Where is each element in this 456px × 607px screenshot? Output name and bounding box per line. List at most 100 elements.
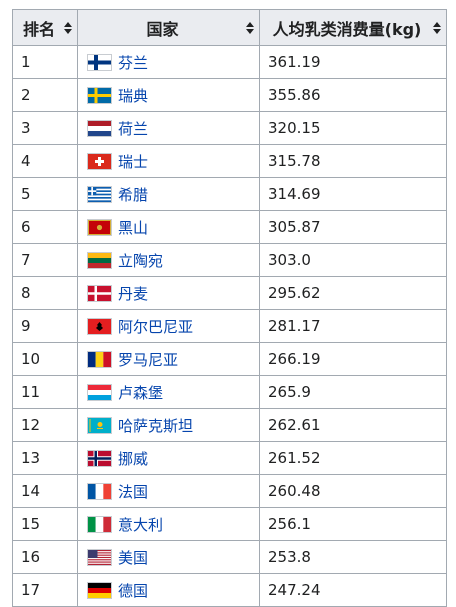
usa-flag-icon [88, 549, 111, 565]
table-row: 16 美国 253.8 [12, 540, 447, 574]
table-row: 3 荷兰 320.15 [12, 111, 447, 145]
table-body: 1 芬兰 361.19 2 瑞典 355.86 3 荷兰 320.15 4 瑞士 315.78 5 希腊 3… [12, 45, 447, 607]
albania-flag-icon [88, 318, 111, 334]
rank-cell: 14 [12, 474, 78, 508]
germany-flag-icon [88, 582, 111, 598]
country-link[interactable]: 黑山 [118, 218, 149, 237]
country-cell: 黑山 [77, 210, 260, 244]
table-row: 17 德国 247.24 [12, 573, 447, 607]
value-cell: 265.9 [259, 375, 447, 409]
milk-consumption-table: 排名 国家 人均乳类消费量(kg) 1 芬兰 361.19 2 瑞典 355.86 3 荷兰 3… [12, 9, 447, 607]
table-row: 2 瑞典 355.86 [12, 78, 447, 112]
country-link[interactable]: 芬兰 [118, 53, 149, 72]
table-row: 13 挪威 261.52 [12, 441, 447, 475]
value-cell: 247.24 [259, 573, 447, 607]
finland-flag-icon [88, 54, 111, 70]
lithuania-flag-icon [88, 252, 111, 268]
norway-flag-icon [88, 450, 111, 466]
country-link[interactable]: 丹麦 [118, 284, 149, 303]
country-link[interactable]: 美国 [118, 548, 149, 567]
country-link[interactable]: 德国 [118, 581, 149, 600]
table-row: 5 希腊 314.69 [12, 177, 447, 211]
header-row: 排名 国家 人均乳类消费量(kg) [12, 9, 447, 46]
denmark-flag-icon [88, 285, 111, 301]
value-cell: 361.19 [259, 45, 447, 79]
rank-cell: 16 [12, 540, 78, 574]
country-cell: 挪威 [77, 441, 260, 475]
table-row: 4 瑞士 315.78 [12, 144, 447, 178]
rank-cell: 2 [12, 78, 78, 112]
country-cell: 意大利 [77, 507, 260, 541]
italy-flag-icon [88, 516, 111, 532]
country-link[interactable]: 罗马尼亚 [118, 350, 179, 369]
montenegro-flag-icon [88, 219, 111, 235]
country-cell: 瑞士 [77, 144, 260, 178]
france-flag-icon [88, 483, 111, 499]
value-cell: 315.78 [259, 144, 447, 178]
sort-icon[interactable] [433, 21, 441, 34]
value-cell: 303.0 [259, 243, 447, 277]
greece-flag-icon [88, 186, 111, 202]
value-cell: 260.48 [259, 474, 447, 508]
header-rank-label: 排名 [22, 19, 55, 39]
rank-cell: 10 [12, 342, 78, 376]
table-row: 15 意大利 256.1 [12, 507, 447, 541]
sweden-flag-icon [88, 87, 111, 103]
country-link[interactable]: 哈萨克斯坦 [118, 416, 194, 435]
value-cell: 355.86 [259, 78, 447, 112]
rank-cell: 5 [12, 177, 78, 211]
country-link[interactable]: 希腊 [118, 185, 149, 204]
country-cell: 德国 [77, 573, 260, 607]
luxembourg-flag-icon [88, 384, 111, 400]
value-cell: 253.8 [259, 540, 447, 574]
romania-flag-icon [88, 351, 111, 367]
country-cell: 美国 [77, 540, 260, 574]
header-country[interactable]: 国家 [77, 9, 260, 46]
country-link[interactable]: 挪威 [118, 449, 149, 468]
country-cell: 法国 [77, 474, 260, 508]
country-link[interactable]: 瑞士 [118, 152, 149, 171]
rank-cell: 8 [12, 276, 78, 310]
country-cell: 哈萨克斯坦 [77, 408, 260, 442]
rank-cell: 9 [12, 309, 78, 343]
header-value[interactable]: 人均乳类消费量(kg) [259, 9, 447, 46]
value-cell: 262.61 [259, 408, 447, 442]
rank-cell: 4 [12, 144, 78, 178]
country-cell: 芬兰 [77, 45, 260, 79]
switzerland-flag-icon [88, 153, 111, 169]
rank-cell: 13 [12, 441, 78, 475]
table-row: 14 法国 260.48 [12, 474, 447, 508]
country-link[interactable]: 阿尔巴尼亚 [118, 317, 194, 336]
country-link[interactable]: 卢森堡 [118, 383, 164, 402]
value-cell: 295.62 [259, 276, 447, 310]
country-cell: 希腊 [77, 177, 260, 211]
country-link[interactable]: 意大利 [118, 515, 164, 534]
country-link[interactable]: 法国 [118, 482, 149, 501]
rank-cell: 11 [12, 375, 78, 409]
header-country-label: 国家 [146, 19, 179, 39]
table-row: 11 卢森堡 265.9 [12, 375, 447, 409]
rank-cell: 17 [12, 573, 78, 607]
sort-icon[interactable] [246, 21, 254, 34]
rank-cell: 12 [12, 408, 78, 442]
country-cell: 荷兰 [77, 111, 260, 145]
table-row: 6 黑山 305.87 [12, 210, 447, 244]
country-cell: 瑞典 [77, 78, 260, 112]
table-row: 9 阿尔巴尼亚 281.17 [12, 309, 447, 343]
country-cell: 卢森堡 [77, 375, 260, 409]
header-rank[interactable]: 排名 [12, 9, 78, 46]
rank-cell: 3 [12, 111, 78, 145]
table-row: 1 芬兰 361.19 [12, 45, 447, 79]
value-cell: 266.19 [259, 342, 447, 376]
country-cell: 立陶宛 [77, 243, 260, 277]
rank-cell: 1 [12, 45, 78, 79]
table-row: 12 哈萨克斯坦 262.61 [12, 408, 447, 442]
table-row: 8 丹麦 295.62 [12, 276, 447, 310]
country-link[interactable]: 瑞典 [118, 86, 149, 105]
country-link[interactable]: 立陶宛 [118, 251, 164, 270]
value-cell: 256.1 [259, 507, 447, 541]
country-cell: 阿尔巴尼亚 [77, 309, 260, 343]
table-row: 7 立陶宛 303.0 [12, 243, 447, 277]
sort-icon[interactable] [64, 21, 72, 34]
country-link[interactable]: 荷兰 [118, 119, 149, 138]
